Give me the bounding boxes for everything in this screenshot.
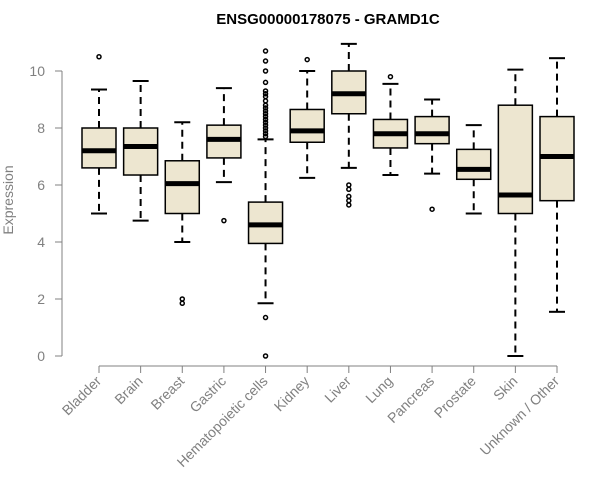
chart-title: ENSG00000178075 - GRAMD1C	[216, 11, 440, 28]
outlier-point	[346, 197, 352, 204]
outlier-point	[429, 206, 435, 212]
x-tick-label-kidney: Kidney	[271, 373, 313, 415]
y-tick-label-4: 4	[37, 234, 45, 250]
outlier-point	[179, 300, 186, 307]
box-gastric	[206, 87, 242, 224]
outlier-point	[262, 88, 269, 94]
x-tick-label-bladder: Bladder	[59, 373, 105, 419]
x-tick-label-liver: Liver	[321, 373, 354, 406]
outlier-point	[262, 353, 269, 359]
boxes-group	[81, 42, 575, 359]
outlier-point	[262, 113, 269, 120]
x-tick-label-skin: Skin	[490, 373, 521, 404]
box-prostate	[455, 124, 492, 215]
box-rect	[289, 108, 325, 143]
outlier-point	[262, 122, 269, 128]
x-tick-label-prostate: Prostate	[431, 373, 479, 421]
box-unknown-other	[539, 57, 575, 313]
outlier-point	[262, 68, 269, 74]
outlier-point	[262, 102, 269, 108]
outlier-point	[346, 182, 352, 188]
outlier-point	[262, 108, 269, 114]
outlier-point	[304, 56, 310, 63]
box-liver	[331, 42, 367, 208]
outlier-point	[262, 48, 269, 54]
box-rect	[122, 127, 159, 176]
y-tick-label-8: 8	[37, 120, 45, 136]
y-tick-label-10: 10	[29, 63, 45, 79]
outlier-point	[179, 296, 186, 302]
outlier-point	[262, 58, 269, 64]
box-brain	[122, 79, 159, 222]
outlier-point	[346, 186, 352, 193]
box-kidney	[289, 56, 325, 179]
x-tick-label-brain: Brain	[111, 373, 145, 407]
x-tick-label-unknown-other: Unknown / Other	[477, 373, 563, 459]
box-rect	[164, 160, 201, 215]
y-tick-label-0: 0	[37, 348, 45, 364]
outlier-point	[262, 91, 269, 97]
outlier-point	[262, 314, 269, 321]
y-axis-label: Expression	[0, 165, 16, 234]
box-rect	[414, 115, 450, 145]
outlier-point	[262, 105, 269, 111]
y-tick-label-2: 2	[37, 291, 45, 307]
box-rect	[455, 148, 492, 181]
box-pancreas	[414, 98, 450, 212]
outlier-point	[221, 217, 227, 224]
x-tick-label-lung: Lung	[362, 373, 395, 406]
outlier-point	[262, 98, 269, 104]
outlier-point	[262, 130, 269, 137]
outlier-point	[96, 54, 102, 60]
box-rect	[81, 127, 117, 169]
y-tick-label-6: 6	[37, 177, 45, 193]
outlier-point	[262, 119, 269, 126]
box-hematopoietic-cells	[247, 48, 284, 359]
box-skin	[497, 68, 534, 357]
outlier-point	[346, 193, 352, 200]
outlier-point	[262, 79, 269, 86]
box-bladder	[81, 54, 117, 215]
y-axis: 0 2 4 6 8 10	[29, 63, 63, 364]
box-lung	[372, 73, 409, 177]
outlier-point	[262, 116, 269, 123]
outlier-point	[262, 93, 269, 100]
outlier-point	[387, 73, 394, 80]
outlier-point	[262, 111, 269, 117]
outlier-point	[262, 125, 269, 131]
outlier-point	[346, 202, 352, 208]
x-tick-label-breast: Breast	[147, 373, 187, 413]
box-breast	[164, 121, 201, 307]
outlier-point	[262, 133, 269, 140]
outlier-point	[262, 128, 269, 134]
